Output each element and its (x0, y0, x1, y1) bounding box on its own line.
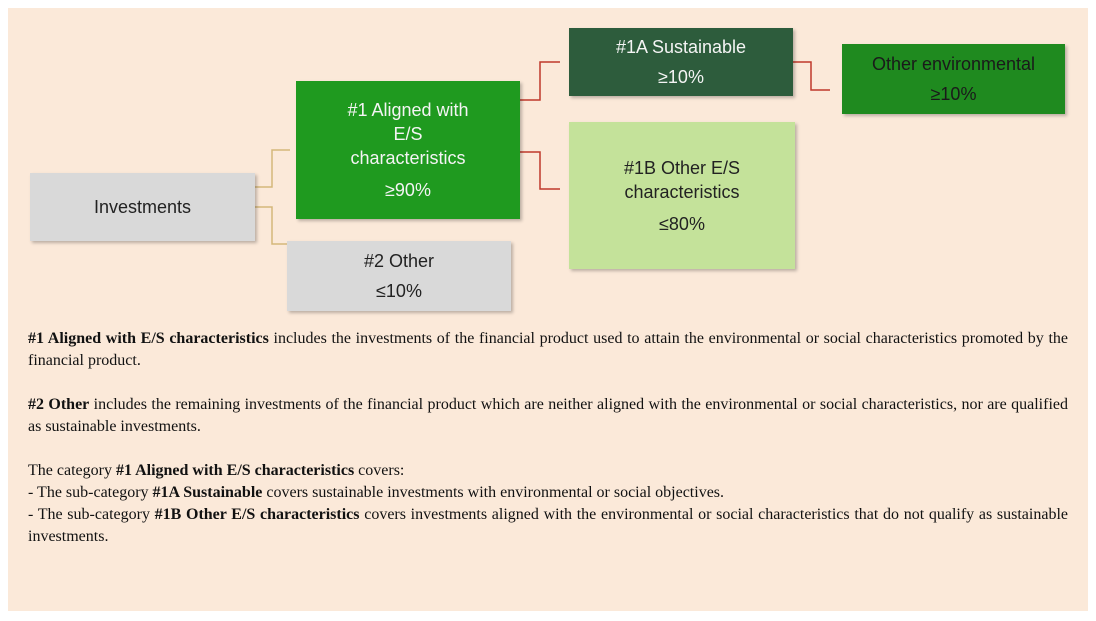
investments-box: Investments (30, 173, 255, 241)
text-line: The category #1 Aligned with E/S charact… (28, 460, 1068, 482)
text-line: - The sub-category #1B Other E/S charact… (28, 504, 1068, 548)
text-line: #1 Aligned with E/S characteristics incl… (28, 328, 1068, 372)
bold-text: #1 Aligned with E/S characteristics (28, 330, 269, 347)
box-label: Other environmental (871, 54, 1036, 74)
other-es-box: #1B Other E/S characteristics ≤80% (569, 122, 795, 269)
box-share: ≥10% (658, 67, 704, 87)
paragraph: #1 Aligned with E/S characteristics incl… (28, 328, 1068, 372)
box-label: #2 Other (363, 251, 435, 271)
box-label: Investments (93, 197, 192, 217)
aligned-box: #1 Aligned with E/S characteristics ≥90% (296, 81, 520, 219)
box-share: ≥10% (930, 84, 977, 104)
text: covers: (354, 462, 405, 479)
other-env-box: Other environmental ≥10% (842, 44, 1065, 114)
box-label: #1A Sustainable (615, 37, 747, 57)
connector (255, 149, 290, 188)
box-label: #1 Aligned with E/S characteristics (347, 100, 469, 168)
other-box: #2 Other ≤10% (287, 241, 511, 311)
text-line: - The sub-category #1A Sustainable cover… (28, 482, 1068, 504)
connector (793, 61, 830, 91)
text: includes the remaining investments of th… (28, 396, 1068, 435)
box-share: ≤80% (659, 213, 705, 234)
text: includes the investments of the financia… (28, 330, 1068, 369)
connector (520, 151, 560, 190)
text: - The sub-category (28, 484, 153, 501)
box-share: ≥90% (385, 180, 431, 200)
connector (520, 61, 560, 101)
bold-text: #1B Other E/S characteristics (154, 506, 360, 523)
text: covers investments aligned with the envi… (28, 506, 1068, 545)
bold-text: #1A Sustainable (152, 484, 263, 501)
box-label: #1B Other E/S characteristics (623, 157, 741, 202)
text-line: #2 Other includes the remaining investme… (28, 394, 1068, 438)
connector (255, 206, 287, 245)
bold-text: #1 Aligned with E/S characteristics (115, 462, 355, 479)
text: covers sustainable investments with envi… (262, 484, 725, 501)
paragraph: The category #1 Aligned with E/S charact… (28, 460, 1068, 548)
sustainable-box: #1A Sustainable ≥10% (569, 28, 793, 96)
notes: #1 Aligned with E/S characteristics incl… (28, 328, 1068, 570)
text: - The sub-category (28, 506, 155, 523)
box-share: ≤10% (376, 281, 422, 301)
bold-text: #2 Other (28, 396, 90, 413)
text: The category (28, 462, 116, 479)
paragraph: #2 Other includes the remaining investme… (28, 394, 1068, 438)
